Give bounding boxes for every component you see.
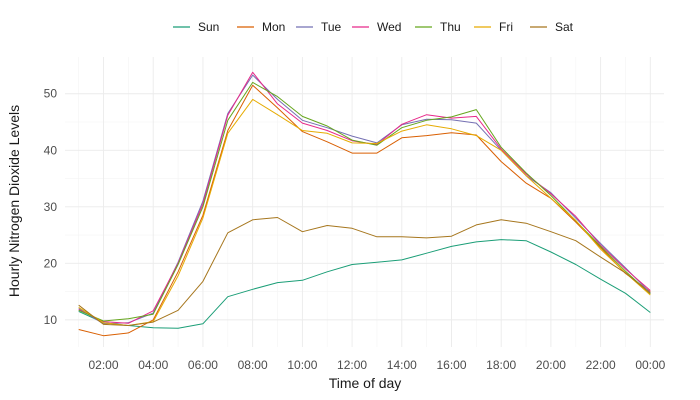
legend-label-thu: Thu xyxy=(440,20,461,34)
series-line-wed xyxy=(78,71,651,324)
series-line-tue xyxy=(78,74,651,325)
x-tick-label: 18:00 xyxy=(486,358,516,372)
legend-label-tue: Tue xyxy=(321,20,342,34)
x-tick-label: 22:00 xyxy=(586,358,616,372)
x-tick-label: 00:00 xyxy=(635,358,665,372)
x-tick-label: 20:00 xyxy=(536,358,566,372)
y-tick-label: 40 xyxy=(44,143,58,157)
legend-label-sun: Sun xyxy=(198,20,219,34)
x-tick-label: 12:00 xyxy=(337,358,367,372)
x-tick-label: 02:00 xyxy=(89,358,119,372)
x-axis-ticks: 02:00 04:00 06:00 08:00 10:00 12:00 14:00 16:00… xyxy=(89,358,666,372)
y-axis-title: Hourly Nitrogen Dioxide Levels xyxy=(6,105,22,297)
legend-label-fri: Fri xyxy=(499,20,513,34)
x-tick-label: 06:00 xyxy=(188,358,218,372)
y-tick-label: 10 xyxy=(44,313,58,327)
legend-label-sat: Sat xyxy=(555,20,574,34)
x-tick-label: 16:00 xyxy=(436,358,466,372)
y-axis-ticks: 10 20 30 40 50 xyxy=(44,87,58,327)
x-tick-label: 14:00 xyxy=(387,358,417,372)
x-tick-label: 04:00 xyxy=(138,358,168,372)
x-axis-title: Time of day xyxy=(329,375,402,391)
x-tick-label: 10:00 xyxy=(287,358,317,372)
series-line-thu xyxy=(78,81,651,322)
legend: Sun Mon Tue Wed Thu Fri Sat xyxy=(173,20,574,34)
x-tick-label: 08:00 xyxy=(238,358,268,372)
series-line-fri xyxy=(78,98,651,326)
series-line-sat xyxy=(78,217,651,326)
y-tick-label: 50 xyxy=(44,87,58,101)
y-tick-label: 20 xyxy=(44,256,58,270)
legend-label-wed: Wed xyxy=(377,20,401,34)
y-tick-label: 30 xyxy=(44,200,58,214)
series-lines xyxy=(78,71,651,337)
legend-label-mon: Mon xyxy=(262,20,285,34)
series-line-sun xyxy=(78,239,651,329)
grid xyxy=(65,57,664,347)
